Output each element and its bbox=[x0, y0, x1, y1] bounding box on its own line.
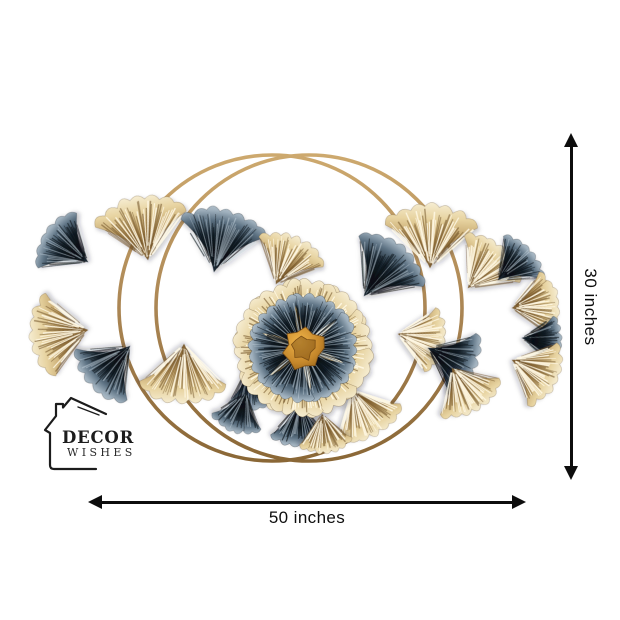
blue-petal bbox=[358, 232, 426, 297]
arrow-right-icon bbox=[512, 494, 526, 509]
gold-petal bbox=[299, 413, 353, 455]
height-dimension: 30 inches bbox=[564, 133, 604, 480]
gold-petal bbox=[511, 342, 564, 407]
gold-petal bbox=[94, 194, 187, 261]
height-arrow-line bbox=[570, 142, 573, 471]
blue-petal bbox=[180, 205, 266, 273]
house-icon bbox=[43, 396, 108, 471]
blue-petal bbox=[73, 345, 131, 404]
blue-petal bbox=[497, 234, 545, 281]
brand-logo: DECOR WISHES bbox=[43, 396, 136, 471]
gold-petal bbox=[28, 292, 89, 377]
arrow-left-icon bbox=[88, 494, 102, 509]
center-flower bbox=[232, 277, 374, 419]
arrow-down-icon bbox=[564, 466, 578, 480]
brand-name-wishes: WISHES bbox=[67, 446, 136, 459]
gold-rings bbox=[117, 153, 464, 463]
gold-petal bbox=[385, 202, 478, 269]
width-label: 50 inches bbox=[268, 508, 346, 527]
brand-name-decor: DECOR bbox=[62, 428, 134, 447]
gold-petal bbox=[258, 232, 325, 285]
flower-cluster bbox=[28, 194, 564, 455]
blue-petal bbox=[211, 391, 262, 435]
width-arrow-line bbox=[97, 500, 517, 504]
arrow-up-icon bbox=[564, 133, 578, 147]
blue-petal bbox=[35, 211, 89, 269]
gold-petal bbox=[139, 343, 227, 405]
gold-petal bbox=[440, 367, 501, 420]
height-label: 30 inches bbox=[581, 267, 600, 346]
width-dimension: 50 inches bbox=[88, 494, 526, 538]
house-roof-accent bbox=[77, 406, 100, 416]
